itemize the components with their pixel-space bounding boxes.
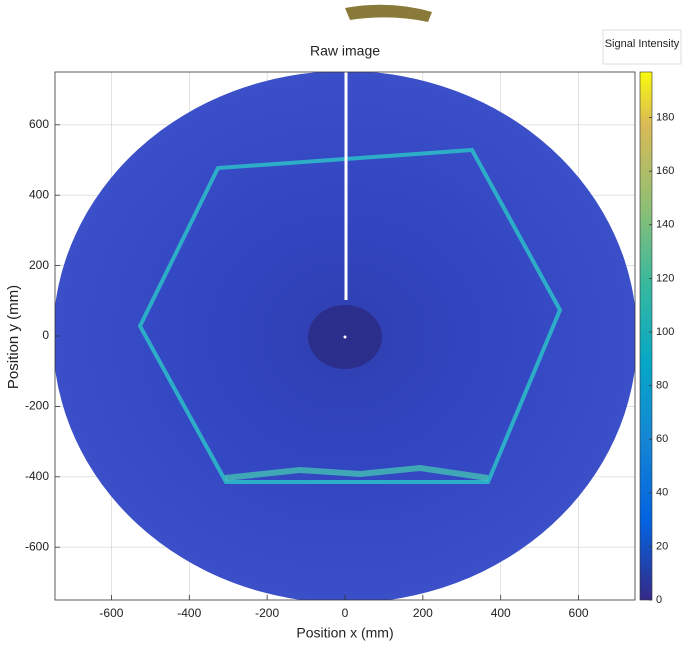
y-tick-label: 0 <box>42 328 49 342</box>
y-tick-label: 400 <box>29 187 49 201</box>
colorbar-tick-label: 180 <box>656 111 674 123</box>
chart-title: Raw image <box>310 43 380 59</box>
colorbar-tick-label: 20 <box>656 540 668 552</box>
y-tick-label: 600 <box>29 117 49 131</box>
center-point <box>344 336 347 339</box>
colorbar-tick-label: 120 <box>656 272 674 284</box>
x-axis-label: Position x (mm) <box>296 625 393 641</box>
y-tick-label: -200 <box>25 399 49 413</box>
x-tick-label: -200 <box>255 606 279 620</box>
colorbar-tick-label: 60 <box>656 433 668 445</box>
colorbar-tick-label: 160 <box>656 165 674 177</box>
y-tick-label: 200 <box>29 258 49 272</box>
colorbar-label: Signal Intensity <box>605 38 680 50</box>
decoration <box>345 5 432 22</box>
colorbar-tick-label: 0 <box>656 594 662 606</box>
colorbar-tick-label: 140 <box>656 219 674 231</box>
colorbar-tick-label: 40 <box>656 487 668 499</box>
y-axis-label: Position y (mm) <box>5 285 22 389</box>
x-tick-label: 200 <box>413 606 433 620</box>
colorbar-tick-label: 80 <box>656 379 668 391</box>
chart: Raw image Position x (mm) Position y (mm… <box>0 0 683 659</box>
y-tick-label: -600 <box>25 539 49 553</box>
x-tick-label: 600 <box>569 606 589 620</box>
x-tick-label: 400 <box>491 606 511 620</box>
x-tick-label: -600 <box>99 606 123 620</box>
y-tick-label: -400 <box>25 469 49 483</box>
x-tick-label: 0 <box>342 606 349 620</box>
colorbar <box>640 72 652 600</box>
x-tick-label: -400 <box>177 606 201 620</box>
image <box>53 71 637 603</box>
colorbar-tick-label: 100 <box>656 326 674 338</box>
